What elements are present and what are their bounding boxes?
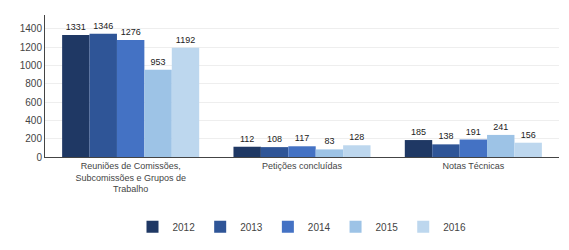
svg-text:953: 953	[151, 57, 166, 67]
svg-text:241: 241	[493, 122, 508, 132]
svg-text:2016: 2016	[443, 222, 466, 233]
svg-text:0: 0	[36, 152, 42, 163]
svg-text:1276: 1276	[121, 27, 141, 37]
svg-text:185: 185	[411, 127, 426, 137]
svg-text:191: 191	[466, 127, 481, 137]
svg-text:200: 200	[25, 133, 42, 144]
svg-text:1000: 1000	[20, 60, 43, 71]
svg-text:1346: 1346	[93, 21, 113, 31]
svg-text:83: 83	[324, 136, 334, 146]
svg-text:2015: 2015	[376, 222, 399, 233]
svg-text:138: 138	[438, 131, 453, 141]
svg-text:400: 400	[25, 115, 42, 126]
svg-text:112: 112	[240, 134, 254, 144]
svg-text:156: 156	[521, 130, 536, 140]
svg-text:Reuniões de Comissões,Subcomis: Reuniões de Comissões,Subcomissões e Gru…	[75, 161, 186, 194]
svg-text:128: 128	[349, 132, 364, 142]
svg-text:600: 600	[25, 97, 42, 108]
svg-text:2014: 2014	[308, 222, 331, 233]
svg-text:1331: 1331	[66, 22, 86, 32]
svg-text:1200: 1200	[20, 42, 43, 53]
svg-text:2012: 2012	[173, 222, 196, 233]
svg-text:2013: 2013	[240, 222, 263, 233]
svg-text:117: 117	[295, 133, 309, 143]
svg-text:800: 800	[25, 78, 42, 89]
svg-text:Petições concluídas: Petições concluídas	[262, 161, 343, 171]
svg-text:108: 108	[267, 134, 282, 144]
svg-text:1400: 1400	[20, 23, 43, 34]
svg-text:Notas Técnicas: Notas Técnicas	[442, 161, 504, 171]
svg-text:1192: 1192	[176, 35, 195, 45]
